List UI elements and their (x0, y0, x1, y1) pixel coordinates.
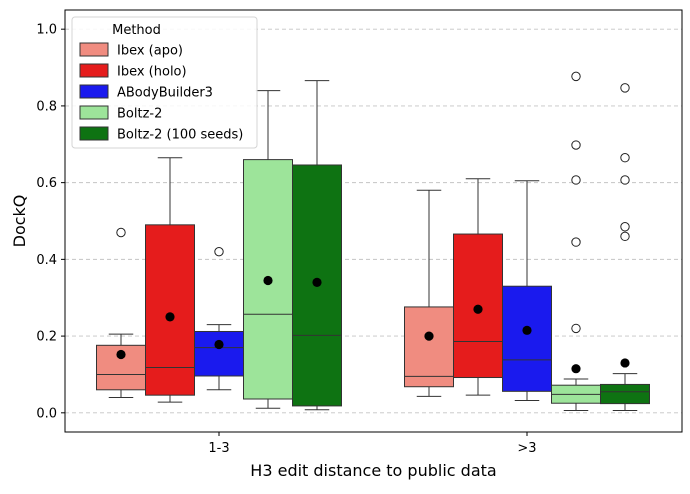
legend-swatch (79, 126, 109, 141)
y-tick-label: 0.6 (36, 176, 57, 191)
legend-label: Ibex (apo) (117, 44, 183, 59)
mean-point (424, 331, 434, 341)
outlier-point (571, 323, 581, 334)
plot-frame (64, 9, 683, 433)
outlier-point (620, 222, 630, 232)
legend-label: Boltz-2 (117, 107, 162, 122)
mean-point (116, 349, 126, 360)
y-tick-label: 0.4 (36, 253, 57, 268)
mean-point (263, 275, 273, 286)
box (404, 306, 454, 388)
y-tick-label: 0.8 (36, 99, 57, 114)
x-axis-label: H3 edit distance to public data (250, 461, 496, 480)
mean-point (214, 339, 224, 350)
box (502, 285, 552, 392)
mean-point (312, 277, 322, 287)
mean-point (165, 312, 175, 322)
outlier-point (571, 237, 581, 247)
box (145, 224, 195, 396)
legend-box (71, 16, 258, 149)
legend-swatch (79, 42, 109, 57)
outlier-point (620, 231, 630, 242)
legend-swatch (79, 84, 109, 99)
legend-swatch (79, 63, 109, 78)
outlier-point (620, 175, 630, 185)
y-axis-label: DockQ (10, 195, 29, 248)
legend-title: Method (112, 23, 161, 38)
legend-label: Boltz-2 (100 seeds) (117, 128, 243, 143)
outlier-point (571, 71, 581, 82)
mean-point (522, 325, 532, 335)
x-tick-label: >3 (517, 441, 536, 456)
x-tick-label: 1-3 (208, 441, 229, 456)
outlier-point (116, 227, 126, 238)
y-tick-label: 0.0 (36, 406, 57, 421)
mean-point (473, 304, 483, 314)
legend-swatch (79, 105, 109, 120)
box (600, 383, 650, 405)
outlier-point (620, 83, 630, 93)
y-tick-label: 0.2 (36, 330, 57, 345)
outlier-point (571, 140, 581, 150)
outlier-point (571, 175, 581, 185)
box (194, 330, 244, 377)
legend-label: Ibex (holo) (117, 65, 187, 80)
mean-point (571, 364, 581, 374)
y-tick-label: 1.0 (36, 23, 57, 38)
mean-point (620, 358, 630, 368)
legend-label: ABodyBuilder3 (117, 86, 213, 101)
outlier-point (620, 153, 630, 163)
outlier-point (214, 246, 224, 257)
